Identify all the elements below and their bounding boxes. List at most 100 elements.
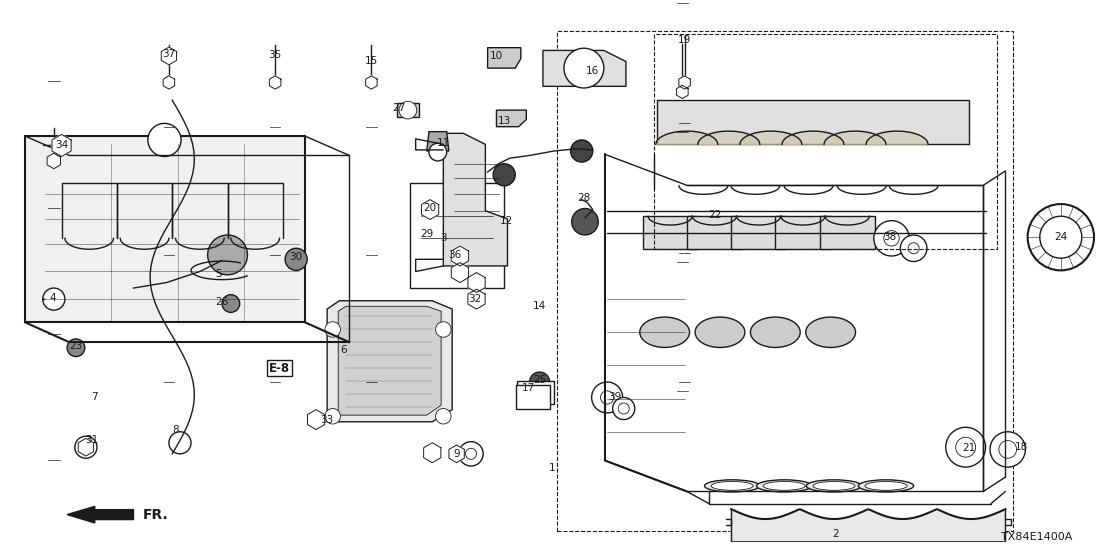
Text: 18: 18 — [1014, 442, 1027, 452]
Ellipse shape — [639, 317, 689, 347]
Text: 13: 13 — [497, 116, 511, 126]
Text: 7: 7 — [92, 392, 99, 402]
Polygon shape — [820, 216, 875, 249]
Text: 11: 11 — [437, 138, 450, 148]
Bar — [557, 31, 1013, 531]
Polygon shape — [52, 135, 71, 157]
Text: 6: 6 — [340, 345, 347, 355]
Text: 28: 28 — [577, 193, 591, 203]
Ellipse shape — [325, 408, 340, 424]
Polygon shape — [443, 134, 507, 266]
Text: 5: 5 — [215, 269, 222, 279]
Polygon shape — [657, 100, 970, 145]
Text: 14: 14 — [533, 301, 546, 311]
Ellipse shape — [946, 427, 986, 467]
Text: FR.: FR. — [142, 507, 168, 522]
Ellipse shape — [571, 140, 593, 162]
Ellipse shape — [530, 372, 550, 392]
Ellipse shape — [806, 317, 855, 347]
Ellipse shape — [901, 235, 927, 261]
Ellipse shape — [859, 480, 914, 492]
Text: 27: 27 — [392, 104, 406, 114]
Polygon shape — [468, 289, 485, 309]
Polygon shape — [740, 131, 802, 145]
Polygon shape — [698, 131, 760, 145]
Ellipse shape — [465, 448, 476, 459]
FancyArrow shape — [68, 506, 133, 523]
Polygon shape — [327, 301, 452, 422]
Ellipse shape — [865, 481, 907, 490]
Text: 22: 22 — [708, 209, 721, 219]
Text: E-8: E-8 — [269, 362, 290, 375]
Text: 25: 25 — [533, 376, 546, 386]
Text: 1: 1 — [548, 463, 555, 473]
Text: 38: 38 — [883, 232, 896, 242]
Polygon shape — [451, 246, 469, 266]
Polygon shape — [269, 76, 281, 89]
Text: 31: 31 — [85, 435, 99, 445]
Ellipse shape — [956, 437, 976, 457]
Ellipse shape — [711, 481, 753, 490]
Ellipse shape — [618, 403, 629, 414]
Ellipse shape — [998, 440, 1016, 458]
Text: 24: 24 — [1054, 232, 1067, 242]
Ellipse shape — [82, 443, 91, 452]
Polygon shape — [677, 85, 688, 99]
Ellipse shape — [435, 322, 451, 337]
Ellipse shape — [750, 317, 800, 347]
Polygon shape — [687, 216, 742, 249]
Text: 35: 35 — [268, 50, 281, 60]
Polygon shape — [163, 76, 175, 89]
Ellipse shape — [75, 436, 98, 458]
Text: 21: 21 — [963, 443, 976, 453]
Text: 39: 39 — [608, 392, 622, 402]
Text: TX84E1400A: TX84E1400A — [1001, 532, 1071, 542]
Ellipse shape — [285, 248, 307, 270]
Ellipse shape — [147, 124, 181, 157]
Ellipse shape — [572, 208, 598, 235]
Bar — [516, 385, 550, 408]
Polygon shape — [307, 409, 325, 429]
Polygon shape — [643, 216, 698, 249]
Polygon shape — [427, 132, 449, 151]
Polygon shape — [731, 509, 1005, 541]
Polygon shape — [162, 47, 176, 65]
Ellipse shape — [459, 442, 483, 466]
Polygon shape — [397, 103, 419, 117]
Bar — [410, 183, 504, 288]
Ellipse shape — [68, 339, 85, 357]
Text: 26: 26 — [215, 297, 228, 307]
Ellipse shape — [207, 235, 247, 275]
Polygon shape — [776, 216, 831, 249]
Polygon shape — [366, 76, 377, 89]
Text: 3: 3 — [440, 233, 447, 243]
Text: 16: 16 — [586, 66, 599, 76]
Text: 17: 17 — [522, 382, 535, 393]
Ellipse shape — [763, 481, 806, 490]
Ellipse shape — [909, 243, 920, 254]
Ellipse shape — [1039, 216, 1081, 258]
Text: 33: 33 — [320, 414, 334, 424]
Polygon shape — [488, 48, 521, 68]
Ellipse shape — [813, 481, 855, 490]
Text: 34: 34 — [55, 141, 69, 151]
Polygon shape — [468, 273, 485, 293]
Text: 30: 30 — [289, 252, 302, 261]
Text: 15: 15 — [365, 57, 378, 66]
Ellipse shape — [807, 480, 862, 492]
Ellipse shape — [493, 164, 515, 186]
Text: 37: 37 — [162, 49, 175, 59]
Polygon shape — [496, 110, 526, 127]
Text: 20: 20 — [423, 203, 437, 213]
Text: 19: 19 — [678, 35, 691, 45]
Text: 36: 36 — [448, 250, 461, 260]
Ellipse shape — [435, 408, 451, 424]
Bar — [517, 381, 554, 404]
Text: 12: 12 — [500, 216, 513, 225]
Text: 8: 8 — [172, 425, 178, 435]
Polygon shape — [423, 443, 441, 463]
Ellipse shape — [695, 317, 745, 347]
Ellipse shape — [991, 432, 1025, 467]
Text: 4: 4 — [50, 293, 57, 303]
Polygon shape — [48, 153, 61, 168]
